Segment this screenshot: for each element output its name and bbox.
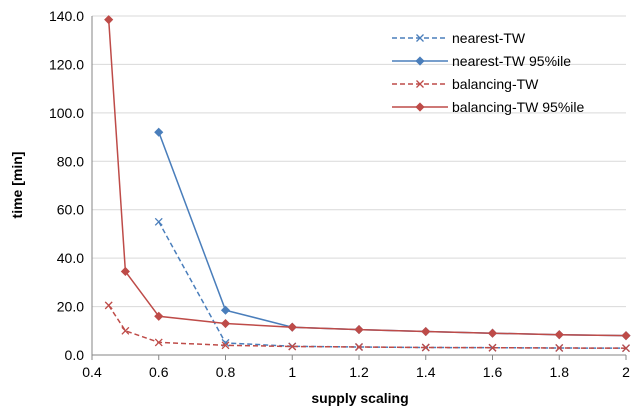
legend-label: nearest-TW [452,30,526,46]
tick-labels: 0.0 20.0 40.0 60.0 80.0 100.0 120.0 140.0 0.4 0.6… [49,8,630,380]
data-point [421,326,431,337]
y-tick-label: 100.0 [49,105,84,121]
legend-label: balancing-TW [452,76,539,92]
data-point [221,341,230,350]
series-2 [104,301,630,353]
x-tick-label: 0.8 [216,364,236,380]
data-point [355,343,363,351]
data-point [104,301,113,310]
x-axis-title: supply scaling [311,390,408,406]
axes [91,16,627,360]
x-tick-label: 1.4 [416,364,436,380]
x-tick-label: 2 [622,364,630,380]
series-line [158,131,627,337]
legend-label: balancing-TW 95%ile [452,99,584,115]
series-line [108,304,627,349]
y-tick-label: 140.0 [49,8,84,24]
legend: nearest-TW nearest-TW 95%ile balancing-TW b… [392,30,584,115]
data-point [487,328,498,338]
legend-swatch-marker [415,102,425,112]
y-tick-label: 0.0 [65,347,85,363]
data-point [104,15,114,25]
data-point [121,326,130,335]
y-axis-title: time [min] [9,152,25,219]
legend-item: balancing-TW [392,76,539,92]
legend-item: balancing-TW 95%ile [392,99,584,115]
data-point [154,127,164,137]
x-tick-label: 0.4 [82,364,102,380]
y-tick-label: 20.0 [57,299,84,315]
data-point [555,344,564,352]
data-point [488,343,497,352]
y-tick-label: 60.0 [57,202,84,218]
x-tick-label: 1.6 [483,364,503,380]
series-line [107,19,627,337]
y-tick-label: 40.0 [57,250,84,266]
data-point [287,322,297,332]
series-3 [104,15,631,341]
data-point [120,266,130,277]
data-point [220,305,231,315]
data-point [354,325,364,335]
data-point [288,342,297,351]
gridlines [92,15,626,308]
y-tick-label: 120.0 [49,56,84,72]
legend-label: nearest-TW 95%ile [452,53,571,69]
legend-item: nearest-TW [392,30,526,46]
data-point [421,343,430,352]
series-1 [154,127,631,341]
data-point [154,311,164,321]
data-point [622,344,630,353]
data-point [220,318,231,329]
data-point [621,331,631,341]
x-tick-label: 1.2 [349,364,369,380]
data-point [154,217,163,226]
series-line [158,221,627,349]
x-tick-label: 1.8 [550,364,570,380]
data-point [154,338,163,347]
legend-swatch-marker [416,80,424,88]
x-tick-label: 0.6 [149,364,169,380]
data-point [554,330,564,340]
legend-swatch-marker [415,56,425,66]
x-tick-label: 1 [288,364,296,380]
legend-item: nearest-TW 95%ile [392,53,571,69]
y-tick-label: 80.0 [57,153,84,169]
legend-swatch-marker [416,34,424,42]
series-group [104,15,631,353]
